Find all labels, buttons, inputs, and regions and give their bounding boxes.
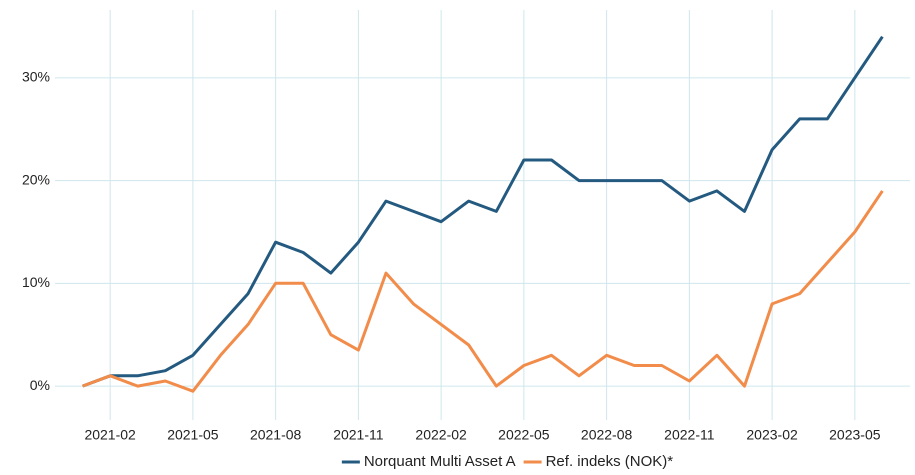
x-tick-label: 2022-08 xyxy=(581,427,633,443)
line-series xyxy=(82,190,884,393)
x-tick-label: 2023-05 xyxy=(829,427,881,443)
x-tick-label: 2022-11 xyxy=(664,427,715,443)
x-tick-label: 2022-05 xyxy=(498,427,550,443)
y-tick-label: 0% xyxy=(30,377,50,393)
x-tick-label: 2021-11 xyxy=(333,427,384,443)
y-tick-label: 30% xyxy=(22,69,50,85)
line-series xyxy=(82,35,884,388)
x-tick-label: 2021-08 xyxy=(250,427,302,443)
x-tick-label: 2021-05 xyxy=(167,427,219,443)
y-tick-label: 10% xyxy=(22,274,50,290)
x-tick-label: 2021-02 xyxy=(84,427,136,443)
legend: Norquant Multi Asset A Ref. indeks (NOK)* xyxy=(341,453,674,470)
x-tick-label: 2022-02 xyxy=(415,427,467,443)
legend-label: Norquant Multi Asset A xyxy=(364,453,516,470)
x-tick-label: 2023-02 xyxy=(746,427,798,443)
legend-label: Ref. indeks (NOK)* xyxy=(546,453,674,470)
y-tick-label: 20% xyxy=(22,171,50,187)
